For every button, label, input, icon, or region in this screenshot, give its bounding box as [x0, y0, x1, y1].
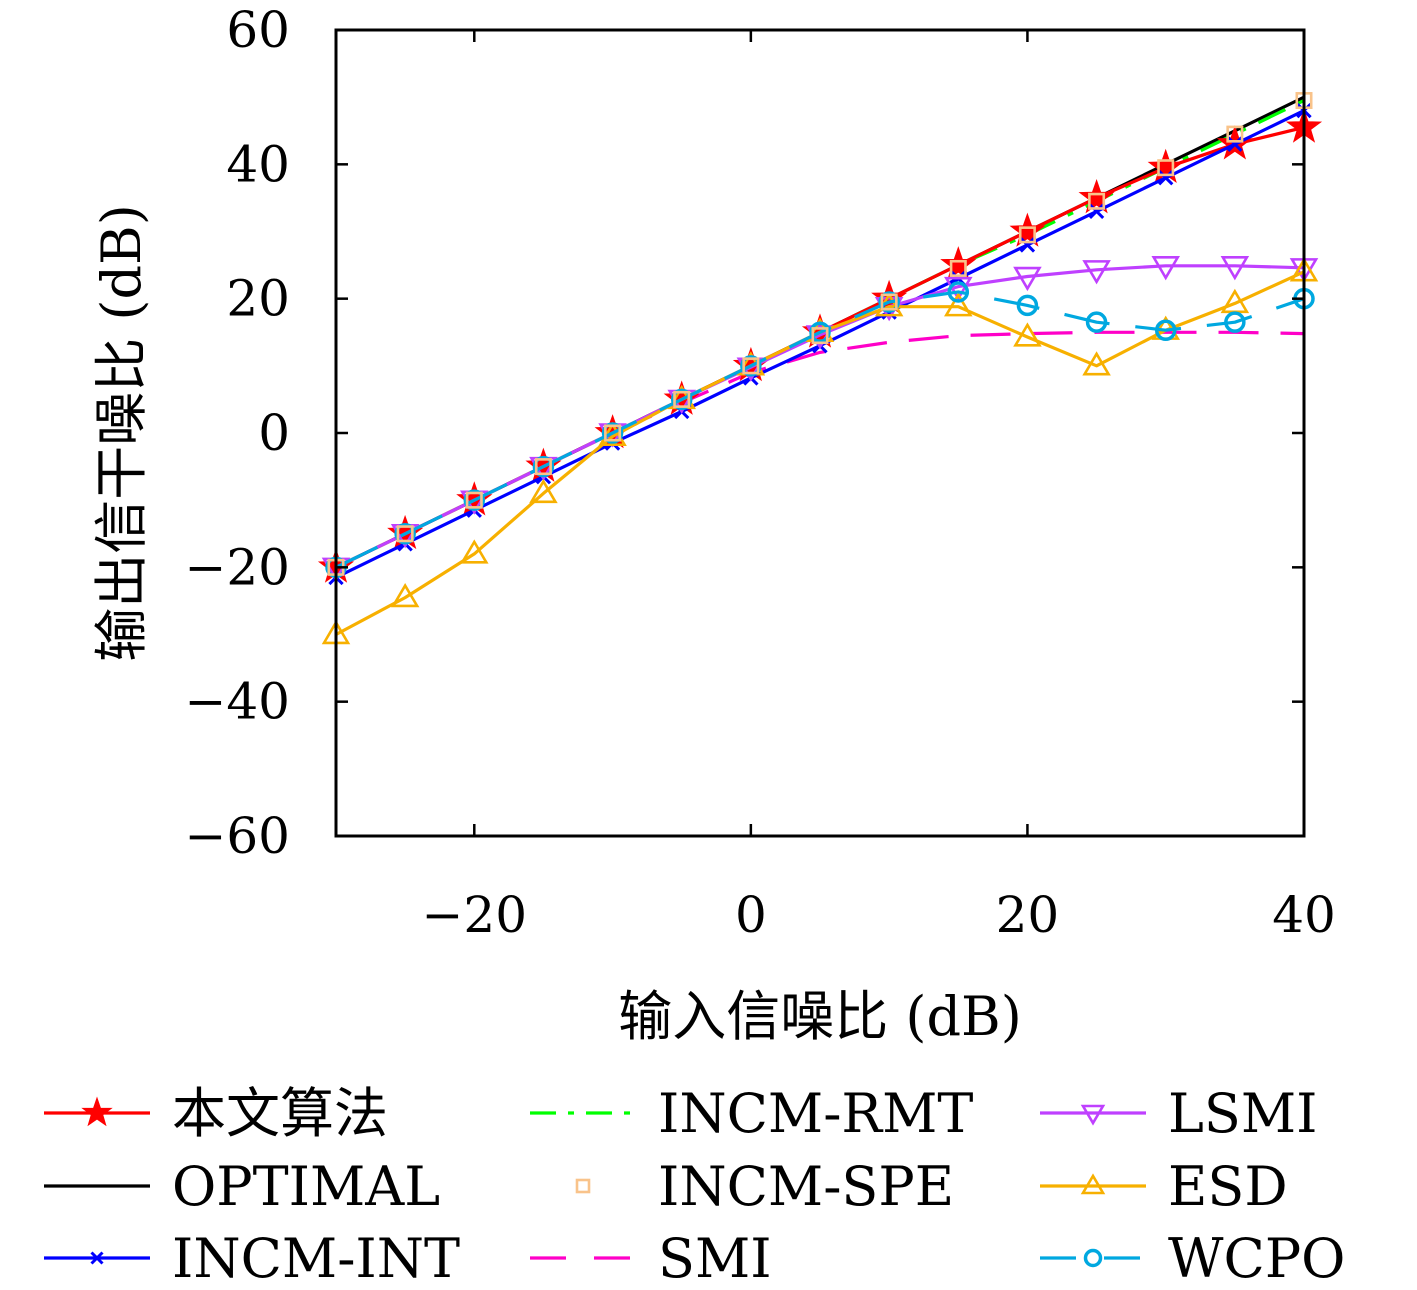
x-tick-label: 20: [996, 886, 1060, 944]
data-point-circle: [809, 321, 831, 343]
legend-label: INCM-RMT: [658, 1082, 973, 1145]
data-point-circle: [394, 523, 416, 545]
series-lsmi: [321, 256, 1319, 582]
legend-label: WCPO: [1168, 1227, 1345, 1290]
data-point-x: [90, 1251, 104, 1265]
legend-item: LSMI: [1040, 1082, 1317, 1145]
legend-item: SMI: [530, 1227, 772, 1290]
data-point-triangle-up: [529, 478, 558, 504]
data-point-star: [1078, 178, 1115, 214]
data-point-circle: [1085, 311, 1108, 333]
data-point-circle: [1224, 311, 1246, 333]
series-line: [335, 290, 1305, 569]
legend: 本文算法 OPTIMAL INCM-INT INCM-RMT INCM-SPE SMI LS…: [44, 1082, 1345, 1290]
data-point-square: [1088, 192, 1106, 210]
legend-item: ESD: [1040, 1155, 1288, 1218]
x-tick-label: 0: [735, 886, 767, 944]
plot-frame: [334, 28, 1306, 838]
y-tick-label: −60: [184, 807, 290, 865]
data-point-circle: [532, 455, 555, 478]
legend-item: WCPO: [1040, 1227, 1345, 1290]
series-layer: [317, 92, 1323, 645]
ticks-layer: −20 0 20 40 −60 −40 −20 0 20 40 60: [184, 1, 1335, 944]
legend-label: LSMI: [1168, 1082, 1317, 1145]
data-point-square: [673, 390, 691, 408]
data-point-square: [465, 491, 483, 509]
data-point-triangle-up: [1220, 288, 1250, 314]
series-line: [335, 330, 1305, 569]
legend-label: INCM-SPE: [658, 1155, 954, 1218]
x-tick-label: 40: [1272, 886, 1336, 944]
data-point-star: [81, 1096, 113, 1127]
legend-item: INCM-RMT: [530, 1082, 973, 1145]
legend-label: OPTIMAL: [172, 1155, 440, 1218]
data-point-triangle-up: [460, 539, 489, 564]
data-point-triangle-up: [390, 582, 420, 608]
data-point-square: [880, 293, 898, 311]
data-point-square: [575, 1178, 591, 1194]
data-point-circle: [947, 281, 970, 303]
data-point-circle: [1016, 294, 1039, 317]
data-point-square: [1157, 159, 1175, 177]
legend-label: 本文算法: [172, 1082, 388, 1145]
data-point-circle: [878, 291, 900, 313]
series-incm-spe: [327, 92, 1313, 576]
y-tick-label: −40: [184, 673, 290, 731]
y-tick-label: 60: [226, 1, 290, 59]
data-point-triangle-down: [1080, 1104, 1106, 1126]
data-point-square: [1018, 226, 1036, 244]
legend-label: INCM-INT: [172, 1227, 460, 1290]
data-point-square: [1226, 125, 1244, 143]
data-point-square: [534, 458, 552, 476]
data-point-square: [949, 259, 967, 277]
legend-label: ESD: [1168, 1155, 1288, 1218]
legend-item: INCM-INT: [44, 1227, 460, 1290]
data-point-triangle-up: [1013, 322, 1042, 347]
y-axis-label: 输出信干噪比 (dB): [90, 204, 153, 662]
series-wcpo: [325, 281, 1315, 579]
data-point-circle: [601, 422, 624, 444]
data-point-circle: [740, 355, 762, 377]
data-point-triangle-down: [944, 276, 973, 302]
data-point-x: [1158, 170, 1174, 186]
data-point-triangle-down: [1220, 256, 1250, 281]
data-point-circle: [1083, 1248, 1103, 1268]
data-point-square: [811, 327, 829, 345]
data-point-circle: [463, 489, 486, 511]
data-point-x: [1227, 136, 1243, 152]
data-point-star: [940, 246, 977, 281]
data-point-square: [396, 525, 414, 543]
series-line: [335, 264, 1305, 569]
y-tick-label: 20: [226, 270, 290, 328]
data-point-triangle-up: [944, 292, 973, 317]
series-smi: [335, 330, 1305, 569]
x-axis-label: 输入信噪比 (dB): [618, 985, 1022, 1048]
x-tick-label: −20: [422, 886, 528, 944]
legend-item: INCM-SPE: [575, 1155, 954, 1218]
data-point-circle: [670, 388, 693, 411]
data-point-triangle-down: [1151, 256, 1180, 281]
data-point-x: [1088, 203, 1105, 220]
legend-item: 本文算法: [44, 1082, 388, 1145]
data-point-triangle-down: [1082, 260, 1111, 285]
data-point-circle: [1154, 319, 1177, 341]
data-point-x: [1019, 237, 1036, 253]
y-tick-label: 40: [226, 135, 290, 193]
data-point-triangle-down: [1013, 266, 1042, 292]
legend-item: OPTIMAL: [44, 1155, 440, 1218]
data-point-square: [604, 424, 622, 442]
y-tick-label: 0: [258, 404, 290, 462]
data-point-star: [1009, 212, 1046, 247]
data-point-square: [742, 357, 760, 375]
y-tick-label: −20: [184, 538, 290, 596]
data-point-triangle-up: [1082, 351, 1111, 376]
legend-label: SMI: [658, 1227, 772, 1290]
data-point-triangle-up: [1080, 1173, 1106, 1195]
